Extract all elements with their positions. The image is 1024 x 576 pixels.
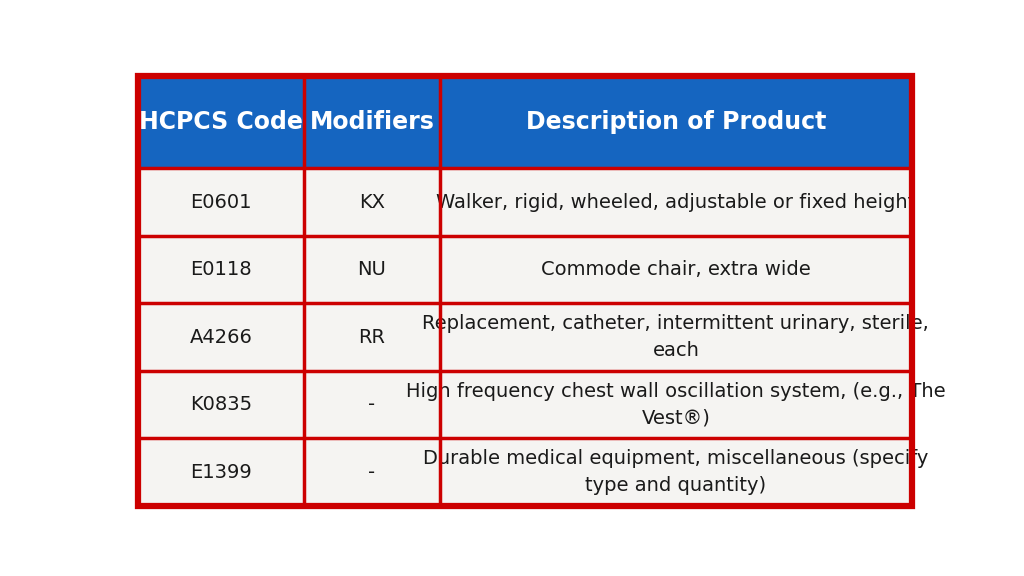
Text: -: -: [369, 395, 376, 414]
Bar: [439, 168, 912, 236]
Text: NU: NU: [357, 260, 386, 279]
Bar: [137, 76, 304, 168]
Text: Durable medical equipment, miscellaneous (specify
type and quantity): Durable medical equipment, miscellaneous…: [423, 449, 929, 495]
Text: K0835: K0835: [189, 395, 252, 414]
Text: Walker, rigid, wheeled, adjustable or fixed height: Walker, rigid, wheeled, adjustable or fi…: [436, 192, 915, 211]
Bar: [439, 371, 912, 438]
Text: -: -: [369, 463, 376, 482]
Bar: [304, 168, 439, 236]
Bar: [439, 304, 912, 371]
Bar: [439, 76, 912, 168]
Text: E1399: E1399: [189, 463, 252, 482]
Bar: [304, 438, 439, 506]
Text: E0601: E0601: [190, 192, 252, 211]
Text: KX: KX: [358, 192, 385, 211]
Text: HCPCS Code: HCPCS Code: [139, 110, 303, 134]
Text: High frequency chest wall oscillation system, (e.g., The
Vest®): High frequency chest wall oscillation sy…: [407, 382, 945, 427]
Bar: [304, 304, 439, 371]
Text: Description of Product: Description of Product: [525, 110, 826, 134]
Bar: [137, 236, 304, 304]
Bar: [304, 371, 439, 438]
Text: RR: RR: [358, 328, 385, 347]
Bar: [137, 438, 304, 506]
Text: A4266: A4266: [189, 328, 252, 347]
Bar: [439, 236, 912, 304]
Bar: [137, 168, 304, 236]
Bar: [304, 236, 439, 304]
Text: E0118: E0118: [190, 260, 252, 279]
Text: Replacement, catheter, intermittent urinary, sterile,
each: Replacement, catheter, intermittent urin…: [423, 314, 929, 360]
Bar: [137, 304, 304, 371]
Text: Modifiers: Modifiers: [309, 110, 434, 134]
Bar: [304, 76, 439, 168]
Bar: [439, 438, 912, 506]
Text: Commode chair, extra wide: Commode chair, extra wide: [541, 260, 811, 279]
Bar: [137, 371, 304, 438]
